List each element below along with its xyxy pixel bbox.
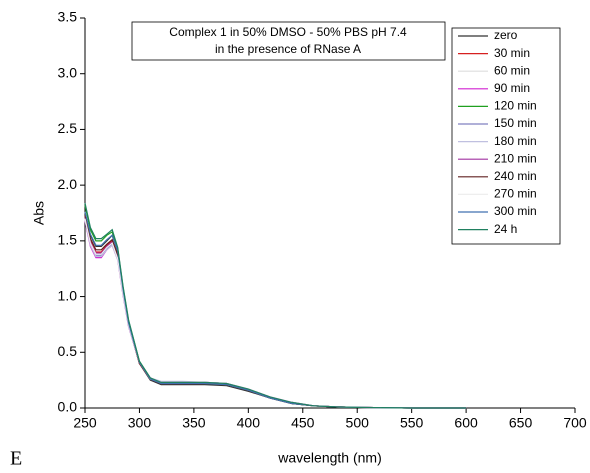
data-line bbox=[84, 218, 467, 409]
legend-label: 180 min bbox=[494, 134, 537, 148]
y-tick-label: 3.0 bbox=[58, 64, 78, 80]
x-tick-label: 300 bbox=[128, 415, 152, 431]
legend-label: 210 min bbox=[494, 151, 537, 165]
chart-title: in the presence of RNase A bbox=[215, 42, 361, 56]
data-line bbox=[84, 215, 467, 409]
y-tick-label: 1.0 bbox=[58, 287, 78, 303]
data-line bbox=[84, 205, 467, 409]
data-line bbox=[84, 218, 467, 409]
chart-title: Complex 1 in 50% DMSO - 50% PBS pH 7.4 bbox=[169, 25, 407, 39]
x-tick-label: 450 bbox=[291, 415, 315, 431]
legend-label: 300 min bbox=[494, 204, 537, 218]
legend-label: 60 min bbox=[494, 63, 530, 77]
legend-box bbox=[451, 27, 561, 245]
legend-label: 150 min bbox=[494, 116, 537, 130]
y-tick-label: 3.5 bbox=[58, 9, 78, 25]
title-box bbox=[131, 21, 446, 61]
x-tick-label: 400 bbox=[237, 415, 261, 431]
y-tick-label: 1.5 bbox=[58, 232, 78, 248]
x-tick-label: 650 bbox=[509, 415, 533, 431]
x-tick-label: 350 bbox=[182, 415, 206, 431]
legend-label: 120 min bbox=[494, 99, 537, 113]
data-line bbox=[84, 220, 467, 409]
data-line bbox=[84, 217, 467, 409]
data-line bbox=[84, 219, 467, 409]
x-tick-label: 550 bbox=[400, 415, 424, 431]
y-axis-label: Abs bbox=[31, 201, 47, 225]
x-axis-label: wavelength (nm) bbox=[277, 450, 382, 466]
y-tick-label: 2.5 bbox=[58, 120, 78, 136]
data-line bbox=[84, 212, 467, 409]
x-tick-label: 600 bbox=[454, 415, 478, 431]
legend-label: 90 min bbox=[494, 81, 530, 95]
data-line bbox=[84, 218, 467, 409]
y-tick-label: 0.0 bbox=[58, 399, 78, 415]
legend-label: 24 h bbox=[494, 222, 517, 236]
panel-label: E bbox=[10, 448, 22, 470]
legend-label: 270 min bbox=[494, 187, 537, 201]
legend-label: 240 min bbox=[494, 169, 537, 183]
data-line bbox=[84, 216, 467, 409]
x-tick-label: 250 bbox=[73, 415, 97, 431]
x-tick-label: 700 bbox=[563, 415, 587, 431]
data-line bbox=[84, 202, 467, 409]
y-tick-label: 0.5 bbox=[58, 343, 78, 359]
legend-label: 30 min bbox=[494, 46, 530, 60]
y-tick-label: 2.0 bbox=[58, 176, 78, 192]
data-line bbox=[84, 211, 467, 409]
legend-label: zero bbox=[494, 28, 518, 42]
x-tick-label: 500 bbox=[346, 415, 370, 431]
